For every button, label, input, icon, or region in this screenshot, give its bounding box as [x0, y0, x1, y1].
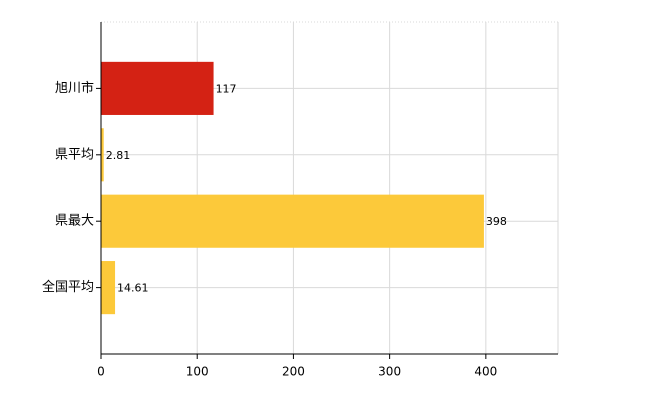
- x-tick-label: 100: [186, 365, 209, 379]
- bar: [101, 261, 116, 315]
- bar: [101, 61, 214, 115]
- x-tick-label: 0: [97, 365, 105, 379]
- x-tick-label: 400: [474, 365, 497, 379]
- x-tick-label: 200: [282, 365, 305, 379]
- bar: [101, 128, 104, 182]
- data-label: 117: [216, 82, 237, 95]
- data-label: 2.81: [106, 149, 131, 162]
- data-label: 398: [486, 215, 507, 228]
- data-label: 14.61: [117, 282, 149, 295]
- y-tick-label: 県平均: [55, 147, 94, 162]
- y-tick-label: 全国平均: [42, 279, 94, 295]
- x-tick-label: 300: [378, 365, 401, 379]
- y-tick-label: 旭川市: [55, 80, 94, 96]
- bar: [101, 194, 484, 248]
- y-tick-label: 県最大: [55, 214, 94, 229]
